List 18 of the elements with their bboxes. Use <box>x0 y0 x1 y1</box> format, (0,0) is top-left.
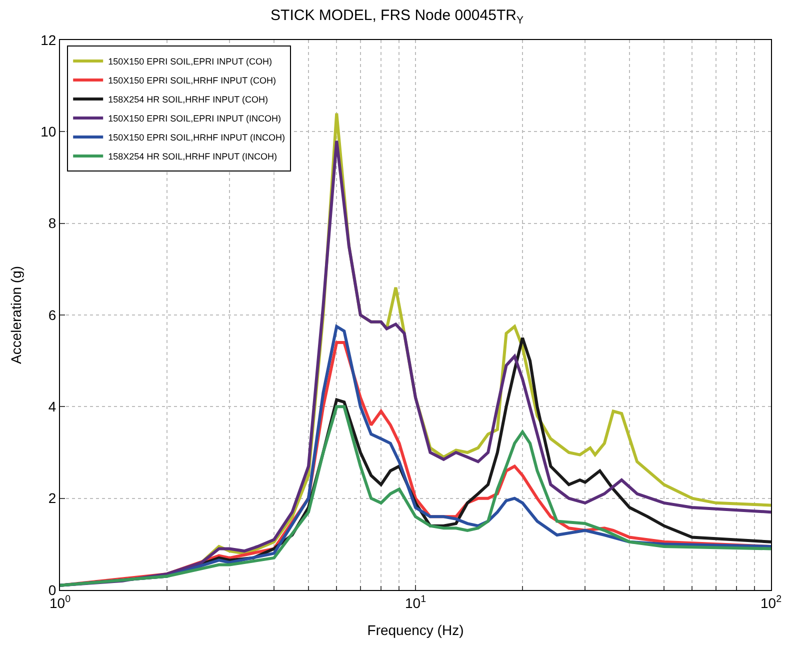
legend-label: 150X150 EPRI SOIL,HRHF INPUT (COH) <box>108 76 276 86</box>
y-tick-label: 4 <box>48 398 56 415</box>
legend-label: 158X254 HR SOIL,HRHF INPUT (COH) <box>108 94 268 105</box>
chart-title: STICK MODEL, FRS Node 00045TR$_{Y}$ <box>270 7 524 26</box>
x-tick-label: 10$^{1}$ <box>404 594 426 611</box>
x-axis-title: Frequency (Hz) <box>367 622 464 638</box>
legend-label: 150X150 EPRI SOIL,HRHF INPUT (INCOH) <box>108 132 285 143</box>
y-tick-label: 0 <box>48 582 56 598</box>
y-tick-label: 12 <box>40 32 56 48</box>
legend-label: 158X254 HR SOIL,HRHF INPUT (INCOH) <box>108 152 277 162</box>
y-axis-title: Acceleration (g) <box>8 266 24 364</box>
y-tick-label: 6 <box>48 306 56 323</box>
legend-label: 150X150 EPRI SOIL,EPRI INPUT (COH) <box>108 56 272 67</box>
x-tick-label: 10$^{2}$ <box>760 594 782 611</box>
y-tick-label: 10 <box>40 124 56 140</box>
y-tick-label: 2 <box>48 490 56 506</box>
legend-label: 150X150 EPRI SOIL,EPRI INPUT (INCOH) <box>108 114 282 124</box>
y-tick-label: 8 <box>48 215 56 232</box>
